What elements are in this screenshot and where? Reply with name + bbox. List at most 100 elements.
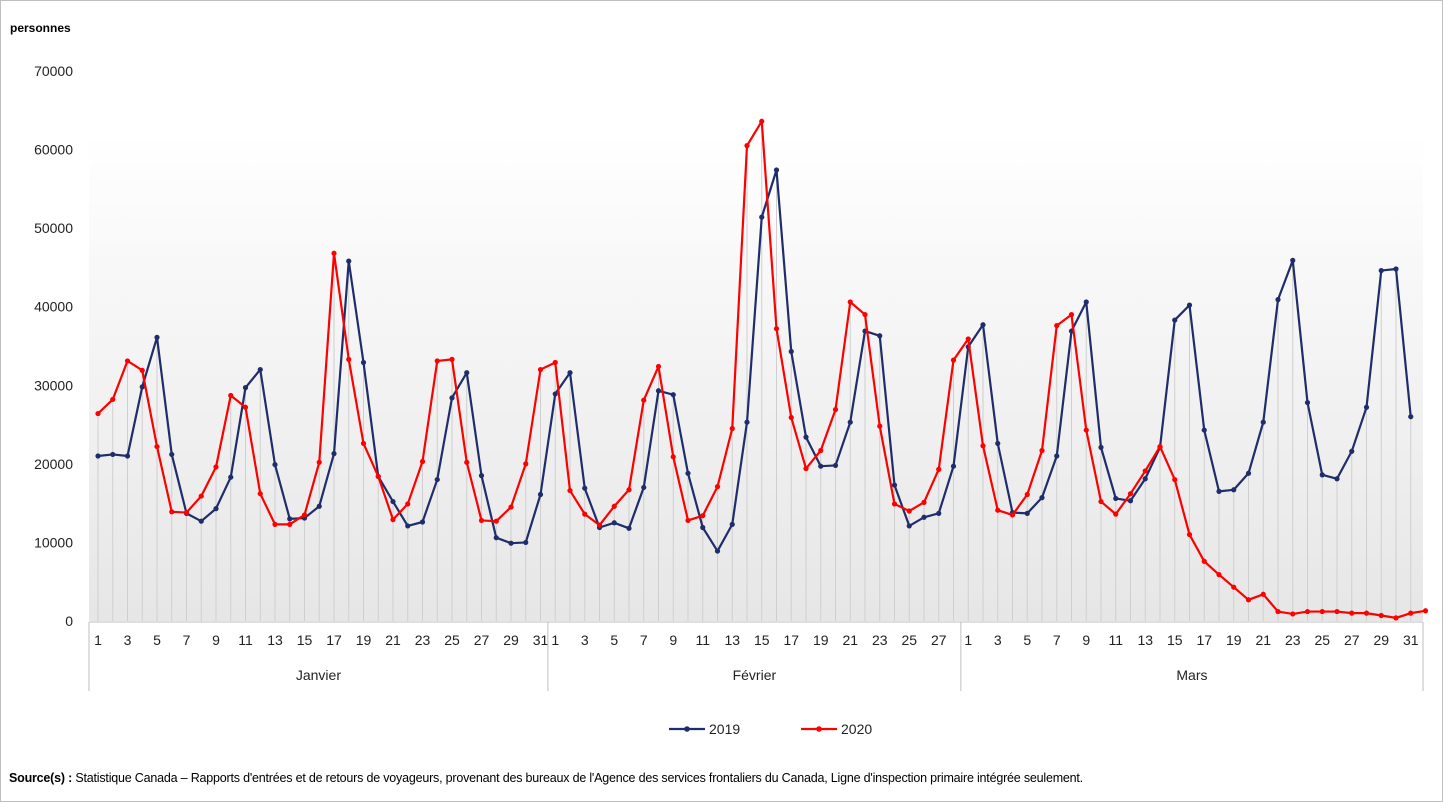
x-tick-label: 1 — [551, 632, 559, 648]
data-point-2019 — [552, 391, 558, 397]
data-point-2019 — [1216, 488, 1222, 494]
data-point-2019 — [891, 482, 898, 488]
data-point-2020 — [272, 521, 278, 527]
data-point-2019 — [670, 392, 676, 398]
legend-swatch-marker — [816, 726, 822, 732]
data-point-2019 — [346, 258, 352, 264]
y-axis: 0 10000 20000 30000 40000 50000 60000 70000 — [34, 63, 73, 629]
data-point-2020 — [1157, 443, 1163, 450]
data-point-2019 — [537, 491, 544, 498]
data-point-2020 — [1378, 612, 1384, 619]
x-tick-label: 7 — [183, 632, 191, 648]
y-tick-label: 0 — [65, 613, 73, 629]
data-point-2020 — [788, 414, 794, 421]
x-tick-label: 19 — [356, 632, 372, 648]
data-point-2020 — [508, 504, 514, 510]
data-point-2020 — [213, 464, 219, 470]
data-point-2020 — [655, 363, 662, 370]
data-point-2019 — [139, 384, 145, 390]
data-point-2019 — [1319, 472, 1325, 478]
data-point-2019 — [921, 514, 927, 520]
data-point-2020 — [862, 311, 868, 318]
data-point-2020 — [1113, 511, 1119, 517]
data-point-2019 — [478, 473, 485, 479]
x-tick-label: 3 — [994, 632, 1002, 648]
data-point-2020 — [464, 459, 470, 465]
data-point-2020 — [1349, 610, 1355, 616]
y-tick-label: 40000 — [34, 299, 73, 315]
data-point-2020 — [139, 367, 145, 373]
data-point-2019 — [1334, 476, 1340, 482]
data-point-2020 — [1024, 491, 1030, 498]
data-point-2019 — [154, 334, 160, 340]
series-line-2019 — [97, 168, 1412, 553]
data-point-2020 — [183, 509, 190, 516]
data-point-2020 — [670, 454, 676, 460]
data-point-2020 — [596, 522, 603, 528]
x-tick-label: 27 — [931, 632, 947, 648]
data-point-2020 — [877, 423, 883, 429]
data-point-2019 — [1408, 414, 1414, 420]
data-point-2019 — [1231, 487, 1237, 493]
x-tick-label: 3 — [124, 632, 132, 648]
data-point-2020 — [1039, 447, 1045, 454]
data-point-2019 — [1113, 495, 1119, 502]
data-point-2020 — [331, 250, 337, 256]
source-text: Statistique Canada – Rapports d'entrées … — [72, 771, 1083, 785]
y-tick-label: 30000 — [34, 377, 73, 393]
data-point-2019 — [832, 462, 839, 469]
data-point-2019 — [316, 503, 322, 509]
data-point-2019 — [1142, 476, 1148, 482]
data-point-2020 — [803, 465, 809, 472]
data-point-2019 — [493, 535, 499, 541]
data-point-2019 — [169, 451, 175, 458]
data-point-2020 — [493, 518, 499, 524]
data-point-2020 — [685, 517, 691, 524]
data-point-2020 — [729, 425, 735, 432]
data-point-2019 — [95, 453, 101, 459]
data-point-2019 — [906, 523, 912, 529]
data-point-2019 — [1260, 419, 1266, 425]
data-point-2019 — [287, 516, 293, 522]
series-layer — [95, 118, 1429, 621]
data-point-2019 — [744, 419, 750, 425]
data-point-2020 — [228, 392, 234, 399]
data-point-2020 — [965, 336, 971, 342]
x-tick-label: 11 — [238, 632, 253, 648]
data-point-2019 — [198, 518, 204, 524]
x-tick-label: 31 — [1403, 632, 1419, 648]
data-point-2020 — [1260, 591, 1266, 597]
data-point-2019 — [1083, 299, 1089, 305]
data-point-2019 — [626, 525, 632, 531]
data-point-2019 — [582, 485, 588, 491]
data-point-2019 — [508, 540, 514, 546]
data-point-2020 — [301, 512, 308, 518]
x-tick-label: 17 — [326, 632, 342, 648]
y-tick-label: 50000 — [34, 220, 73, 236]
data-point-2020 — [1172, 476, 1178, 483]
data-point-2020 — [1054, 322, 1060, 329]
x-tick-label: 19 — [1226, 632, 1242, 648]
data-point-2019 — [936, 510, 942, 516]
x-tick-label: 11 — [1108, 632, 1123, 648]
legend-swatch-marker — [684, 726, 690, 732]
data-point-2019 — [419, 519, 426, 525]
data-point-2020 — [523, 461, 529, 467]
data-point-2019 — [1378, 267, 1384, 274]
data-point-2020 — [537, 366, 544, 373]
x-tick-label: 19 — [813, 632, 829, 648]
data-point-2020 — [346, 356, 352, 362]
data-point-2019 — [213, 506, 219, 512]
x-tick-label: 13 — [267, 632, 283, 648]
x-tick-label: 17 — [783, 632, 799, 648]
data-point-2020 — [1319, 608, 1325, 615]
legend: 2019 2020 — [669, 721, 872, 737]
data-point-2019 — [759, 214, 765, 220]
data-point-2019 — [1245, 470, 1252, 476]
data-point-2019 — [1290, 257, 1296, 263]
data-point-2020 — [1304, 608, 1311, 615]
data-point-2019 — [1039, 495, 1045, 501]
